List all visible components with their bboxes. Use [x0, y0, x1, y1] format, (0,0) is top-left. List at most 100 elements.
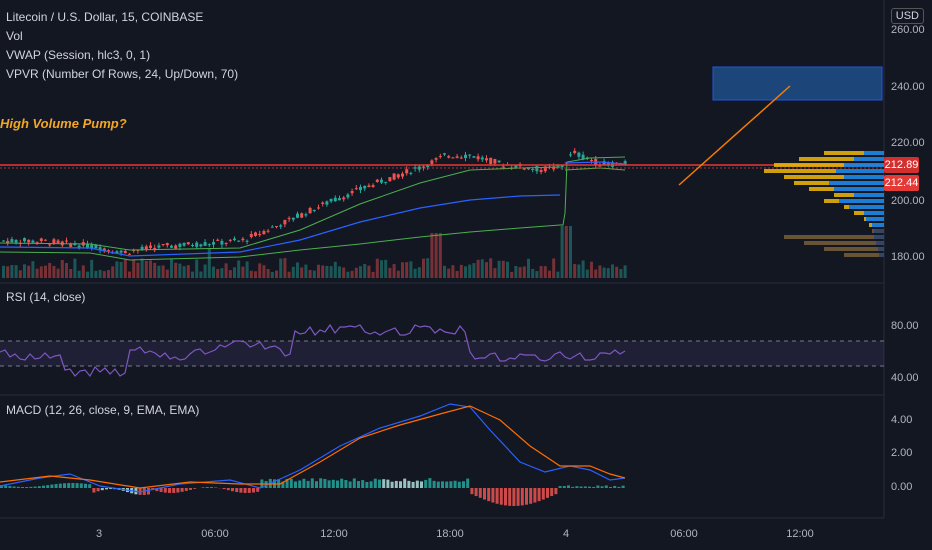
- macd-histogram-bar: [310, 478, 314, 488]
- time-tick: 4: [562, 528, 570, 540]
- macd-histogram-bar: [428, 478, 432, 488]
- candle-body: [476, 156, 480, 160]
- volume-bar: [459, 264, 463, 278]
- volume-bar: [539, 265, 543, 278]
- vwap-indicator-label[interactable]: VWAP (Session, hlc3, 0, 1): [6, 48, 151, 62]
- volume-bar: [527, 258, 530, 278]
- volume-bar: [447, 268, 451, 278]
- vpvr-row-up: [866, 217, 884, 221]
- macd-histogram-bar: [147, 488, 150, 495]
- vpvr-row-down: [869, 223, 872, 227]
- symbol-title[interactable]: Litecoin / U.S. Dollar, 15, COINBASE: [6, 10, 204, 24]
- macd-histogram-bar: [445, 481, 449, 488]
- time-tick: 06:00: [670, 528, 698, 540]
- candle-body: [560, 165, 564, 168]
- volume-bar: [405, 262, 409, 278]
- volume-bar: [375, 258, 379, 278]
- candle-body: [342, 197, 346, 200]
- vpvr-row-up: [854, 157, 884, 161]
- macd-histogram-bar: [222, 488, 226, 490]
- macd-histogram-bar: [184, 488, 188, 491]
- volume-bar: [2, 265, 5, 278]
- candle-body: [338, 198, 341, 201]
- macd-histogram-bar: [306, 480, 310, 488]
- candle-body: [426, 165, 430, 168]
- candle-body: [182, 242, 186, 246]
- macd-histogram-bar: [407, 480, 411, 488]
- vpvr-row-down: [784, 235, 874, 239]
- candle-body: [216, 239, 220, 241]
- macd-histogram-bar: [42, 485, 45, 488]
- vpvr-indicator-label[interactable]: VPVR (Number Of Rows, 24, Up/Down, 70): [6, 67, 239, 81]
- candle-body: [430, 160, 434, 164]
- vpvr-row-down: [864, 217, 866, 221]
- macd-histogram-bar: [29, 486, 33, 488]
- candle-body: [119, 250, 123, 253]
- volume-bar: [65, 263, 68, 278]
- candle-body: [279, 225, 283, 227]
- volume-bar: [81, 265, 85, 278]
- candle-body: [367, 185, 371, 188]
- macd-histogram-bar: [193, 488, 197, 489]
- vpvr-row-down: [794, 181, 829, 185]
- candle-body: [31, 240, 35, 243]
- candle-body: [438, 156, 442, 158]
- volume-bar: [296, 262, 299, 278]
- candle-body: [623, 161, 627, 166]
- rsi-band: [0, 341, 884, 366]
- macd-histogram-bar: [617, 486, 621, 488]
- candle-body: [405, 169, 409, 174]
- macd-histogram-bar: [243, 488, 247, 493]
- candle-body: [140, 246, 144, 250]
- macd-histogram-bar: [466, 478, 470, 488]
- volume-bar: [44, 265, 47, 278]
- volume-bar: [220, 268, 224, 278]
- volume-bar: [493, 268, 497, 278]
- volume-bar: [98, 269, 102, 278]
- volume-bar: [270, 271, 274, 278]
- candle-body: [237, 240, 241, 242]
- chart-annotation: High Volume Pump?: [0, 116, 127, 131]
- volume-indicator-label[interactable]: Vol: [6, 29, 23, 43]
- trend-line: [678, 85, 791, 186]
- macd-label[interactable]: MACD (12, 26, close, 9, EMA, EMA): [6, 403, 200, 417]
- currency-button[interactable]: USD: [890, 8, 924, 24]
- volume-bar: [170, 258, 173, 278]
- candle-body: [132, 249, 136, 251]
- volume-bar: [186, 265, 190, 278]
- rsi-line: [0, 323, 626, 378]
- candle-body: [371, 185, 375, 187]
- vpvr-row-down: [824, 199, 839, 203]
- volume-bar: [241, 266, 245, 278]
- volume-bar: [266, 268, 270, 278]
- macd-histogram-bar: [592, 486, 596, 488]
- candle-body: [224, 242, 228, 244]
- candle-body: [48, 244, 52, 246]
- candle-body: [291, 217, 295, 220]
- vpvr-row-up: [834, 187, 884, 191]
- vpvr-row-down: [844, 253, 879, 257]
- volume-bar: [359, 266, 362, 278]
- volume-bar: [224, 263, 228, 278]
- volume-bar: [350, 270, 354, 278]
- volume-bar: [178, 263, 182, 278]
- macd-histogram-bar: [12, 486, 16, 488]
- rsi-label[interactable]: RSI (14, close): [6, 290, 86, 304]
- macd-histogram-bar: [487, 488, 491, 502]
- candle-body: [317, 207, 320, 209]
- candle-body: [275, 226, 278, 228]
- macd-histogram-bar: [71, 483, 75, 488]
- macd-tick: 0.00: [891, 481, 913, 493]
- time-tick: 12:00: [786, 528, 814, 540]
- candle-body: [325, 201, 329, 205]
- volume-bar: [506, 261, 509, 278]
- vpvr-row-up: [849, 205, 884, 209]
- vpvr-row-up: [836, 169, 884, 173]
- candle-body: [258, 234, 262, 236]
- macd-histogram-bar: [331, 479, 335, 488]
- volume-bar: [434, 233, 438, 278]
- last-price-tag: 212.89: [884, 157, 919, 173]
- volume-bar: [123, 259, 127, 278]
- candle-body: [170, 245, 173, 248]
